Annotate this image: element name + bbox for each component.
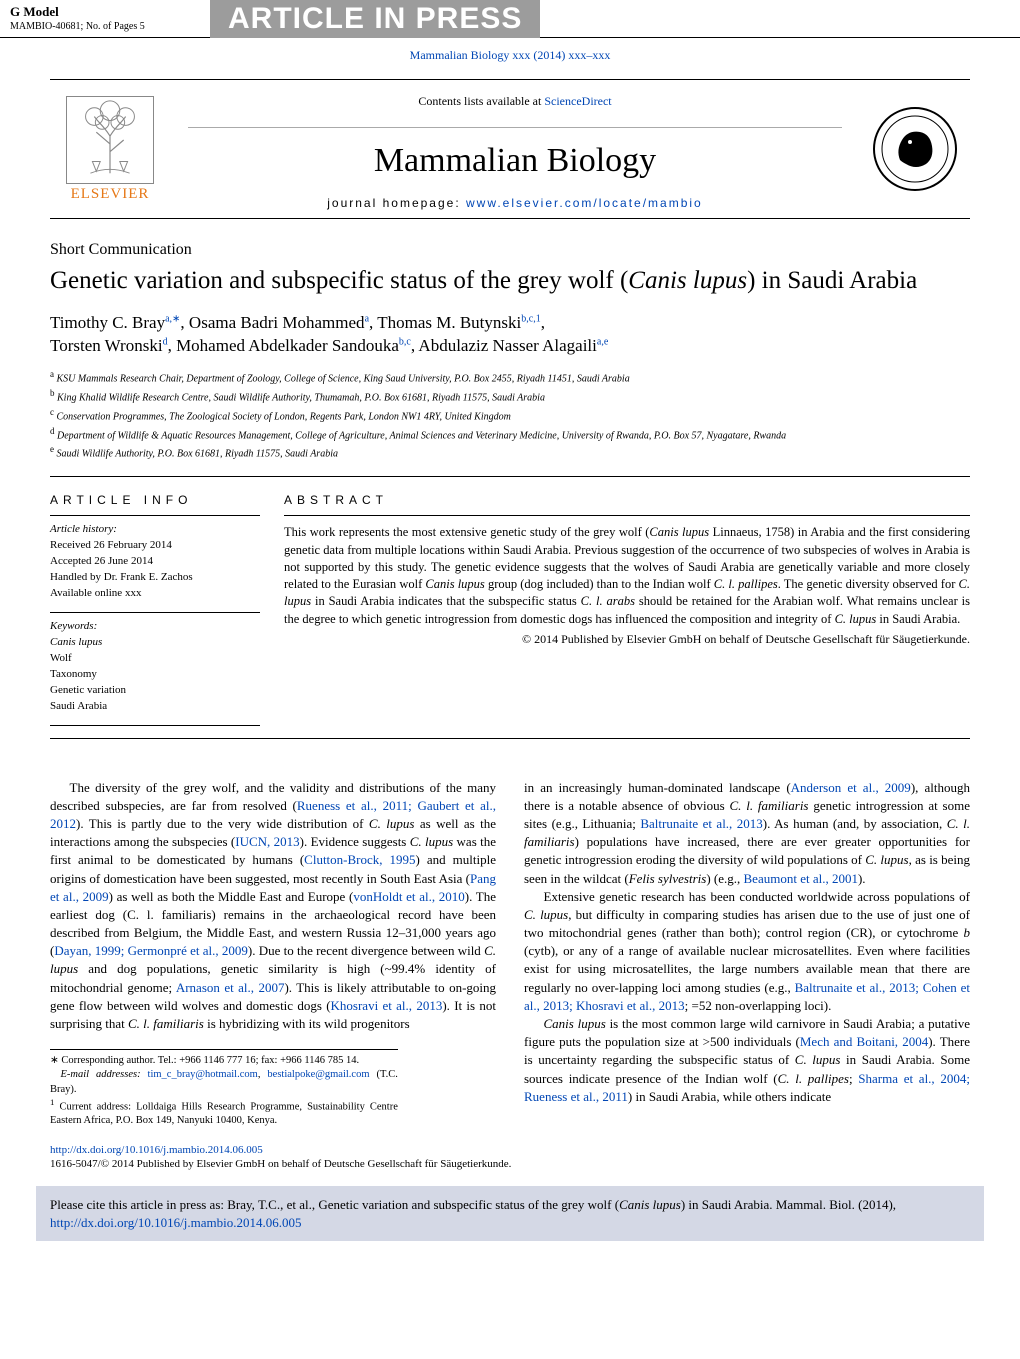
masthead: ELSEVIER Contents lists available at Sci…	[50, 79, 970, 219]
body-columns: The diversity of the grey wolf, and the …	[50, 779, 970, 1129]
history-online: Available online xxx	[50, 586, 260, 602]
author-6-aff[interactable]: a,e	[597, 337, 608, 348]
article-info-column: ARTICLE INFO Article history: Received 2…	[50, 493, 260, 725]
history-accepted: Accepted 26 June 2014	[50, 554, 260, 570]
article-info-heading: ARTICLE INFO	[50, 493, 260, 507]
body-left-p1: The diversity of the grey wolf, and the …	[50, 779, 496, 1034]
doi-block: http://dx.doi.org/10.1016/j.mambio.2014.…	[50, 1143, 970, 1173]
info-abstract-row: ARTICLE INFO Article history: Received 2…	[50, 477, 970, 738]
doi-copyright: 1616-5047/© 2014 Published by Elsevier G…	[50, 1157, 970, 1172]
body-right-p2: Extensive genetic research has been cond…	[524, 888, 970, 1015]
title-pre: Genetic variation and subspecific status…	[50, 267, 628, 294]
body-right-column: in an increasingly human-dominated lands…	[524, 779, 970, 1129]
author-1-aff[interactable]: a,∗	[165, 314, 180, 325]
keyword-3: Taxonomy	[50, 667, 260, 683]
ref-link[interactable]: IUCN, 2013	[235, 834, 299, 849]
history-label: Article history:	[50, 522, 260, 538]
author-3-aff[interactable]: b,c,1	[521, 314, 540, 325]
article-in-press-badge: ARTICLE IN PRESS	[210, 0, 540, 38]
affiliation-a: KSU Mammals Research Chair, Department o…	[57, 373, 630, 384]
ref-link[interactable]: Dayan, 1999; Germonpré et al., 2009	[54, 943, 248, 958]
journal-title: Mammalian Biology	[170, 142, 860, 196]
ref-link[interactable]: vonHoldt et al., 2010	[353, 889, 464, 904]
title-post: ) in Saudi Arabia	[747, 267, 917, 294]
keywords-block: Keywords: Canis lupus Wolf Taxonomy Gene…	[50, 612, 260, 726]
publisher-name: ELSEVIER	[71, 186, 150, 203]
ref-link[interactable]: Beaumont et al., 2001	[744, 871, 858, 886]
header-bar: G Model MAMBIO-40681; No. of Pages 5 ART…	[0, 0, 1020, 38]
keyword-5: Saudi Arabia	[50, 699, 260, 715]
cite-doi-link[interactable]: http://dx.doi.org/10.1016/j.mambio.2014.…	[50, 1215, 301, 1230]
ref-link[interactable]: Arnason et al., 2007	[176, 980, 285, 995]
gmodel-ref: MAMBIO-40681; No. of Pages 5	[10, 20, 210, 33]
ref-link[interactable]: Khosravi et al., 2013	[331, 998, 443, 1013]
cite-mid: ) in Saudi Arabia. Mammal. Biol. (2014),	[681, 1197, 896, 1212]
cite-sci: Canis lupus	[619, 1197, 681, 1212]
author-list: Timothy C. Braya,∗, Osama Badri Mohammed…	[50, 312, 970, 358]
body-left-column: The diversity of the grey wolf, and the …	[50, 779, 496, 1129]
homepage-label: journal homepage:	[327, 196, 466, 210]
keyword-2: Wolf	[50, 651, 260, 667]
society-seal-block	[860, 106, 970, 192]
abstract-text: This work represents the most extensive …	[284, 516, 970, 628]
ref-link[interactable]: Mech and Boitani, 2004	[800, 1034, 928, 1049]
contents-available-row: Contents lists available at ScienceDirec…	[188, 88, 842, 128]
email-link-2[interactable]: bestialpoke@gmail.com	[267, 1069, 369, 1080]
title-scientific: Canis lupus	[628, 267, 747, 294]
affiliation-b: King Khalid Wildlife Research Centre, Sa…	[57, 392, 545, 403]
sciencedirect-link[interactable]: ScienceDirect	[544, 94, 611, 108]
ref-link[interactable]: Clutton-Brock, 1995	[304, 852, 415, 867]
corresponding-author: ∗ Corresponding author. Tel.: +966 1146 …	[50, 1054, 398, 1068]
ref-link[interactable]: Baltrunaite et al., 2013	[640, 816, 762, 831]
homepage-row: journal homepage: www.elsevier.com/locat…	[170, 196, 860, 210]
abstract-column: ABSTRACT This work represents the most e…	[284, 493, 970, 725]
body-right-p1: in an increasingly human-dominated lands…	[524, 779, 970, 888]
keywords-label: Keywords:	[50, 619, 260, 635]
footnotes: ∗ Corresponding author. Tel.: +966 1146 …	[50, 1049, 398, 1128]
affiliation-e: Saudi Wildlife Authority, P.O. Box 61681…	[57, 449, 338, 460]
paper-title: Genetic variation and subspecific status…	[50, 265, 970, 296]
keyword-4: Genetic variation	[50, 683, 260, 699]
author-5-aff[interactable]: b,c	[399, 337, 411, 348]
ref-link[interactable]: Anderson et al., 2009	[791, 780, 911, 795]
author-4: Torsten Wronski	[50, 336, 163, 355]
doi-link[interactable]: http://dx.doi.org/10.1016/j.mambio.2014.…	[50, 1144, 263, 1156]
author-6: , Abdulaziz Nasser Alagaili	[411, 336, 597, 355]
email-link-1[interactable]: tim_c_bray@hotmail.com	[148, 1069, 258, 1080]
affiliation-d: Department of Wildlife & Aquatic Resourc…	[57, 430, 786, 441]
society-seal-icon	[872, 106, 958, 192]
body-right-p3: Canis lupus is the most common large wil…	[524, 1015, 970, 1106]
affiliation-c: Conservation Programmes, The Zoological …	[57, 411, 511, 422]
elsevier-tree-icon	[66, 96, 154, 184]
gmodel-block: G Model MAMBIO-40681; No. of Pages 5	[0, 4, 210, 34]
gmodel-label: G Model	[10, 4, 210, 21]
cite-pre: Please cite this article in press as: Br…	[50, 1197, 619, 1212]
journal-citation-row: Mammalian Biology xxx (2014) xxx–xxx	[0, 38, 1020, 73]
homepage-link[interactable]: www.elsevier.com/locate/mambio	[466, 196, 703, 210]
author-5: , Mohamed Abdelkader Sandouka	[168, 336, 399, 355]
footnote-current-address: Current address: Lolldaiga Hills Researc…	[50, 1101, 398, 1126]
publisher-logo-block: ELSEVIER	[50, 96, 170, 203]
history-handled: Handled by Dr. Frank E. Zachos	[50, 570, 260, 586]
journal-citation-link[interactable]: Mammalian Biology xxx (2014) xxx–xxx	[410, 48, 611, 62]
history-received: Received 26 February 2014	[50, 538, 260, 554]
author-2: , Osama Badri Mohammed	[180, 313, 364, 332]
keyword-1: Canis lupus	[50, 635, 260, 651]
cite-box: Please cite this article in press as: Br…	[36, 1186, 984, 1241]
author-1: Timothy C. Bray	[50, 313, 165, 332]
author-3: , Thomas M. Butynski	[369, 313, 521, 332]
article-history-block: Article history: Received 26 February 20…	[50, 515, 260, 612]
abstract-copyright: © 2014 Published by Elsevier GmbH on beh…	[284, 632, 970, 647]
abstract-heading: ABSTRACT	[284, 493, 970, 507]
email-label: E-mail addresses:	[61, 1069, 148, 1080]
article-type: Short Communication	[50, 241, 970, 259]
masthead-center: Contents lists available at ScienceDirec…	[170, 88, 860, 210]
contents-prefix: Contents lists available at	[418, 94, 544, 108]
affiliations: a KSU Mammals Research Chair, Department…	[50, 368, 970, 477]
